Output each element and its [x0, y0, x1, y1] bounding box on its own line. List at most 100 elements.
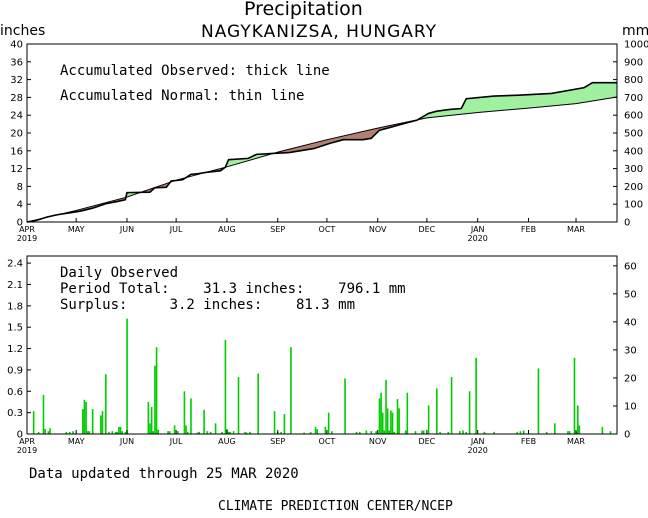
daily-bar [358, 431, 361, 434]
fill-slice [510, 95, 513, 110]
data-updated: Data updated through 25 MAR 2020 [29, 466, 299, 482]
top-ytick-label: 12 [10, 164, 23, 175]
daily-bar [427, 405, 430, 434]
daily-title: Daily Observed [60, 265, 179, 281]
fill-slice [526, 94, 529, 109]
daily-bar [450, 377, 453, 434]
fill-slice [493, 95, 496, 112]
daily-bar [86, 431, 89, 434]
fill-slice [352, 133, 355, 140]
top-y2tick-label: 800 [624, 75, 643, 86]
fill-slice [516, 94, 519, 110]
fill-slice [531, 94, 534, 108]
top-ytick-label: 16 [10, 146, 23, 157]
top-month-label: MAR [567, 225, 585, 234]
bottom-ytick-label: 0 [17, 430, 23, 441]
top-month-label: DEC [418, 225, 435, 234]
fill-slice [554, 92, 557, 106]
daily-bar [49, 428, 51, 434]
fill-slice [502, 95, 505, 111]
daily-bar [183, 391, 186, 434]
fill-slice [595, 82, 598, 101]
bottom-ytick-label: 1.5 [7, 323, 23, 334]
daily-bar [167, 431, 169, 434]
daily-bar [47, 431, 50, 434]
daily-bar [327, 412, 330, 434]
top-ytick-label: 0 [17, 218, 23, 229]
bottom-month-label: JUL [169, 437, 183, 446]
fill-slice [575, 88, 578, 104]
daily-bar [173, 425, 176, 434]
fill-slice [367, 129, 370, 140]
top-y2tick-label: 500 [624, 129, 643, 140]
daily-bar [380, 392, 382, 434]
chart-subtitle: NAGYKANIZSA, HUNGARY [201, 22, 438, 42]
fill-slice [547, 93, 551, 107]
fill-slice [610, 82, 613, 99]
fill-slice [543, 93, 546, 107]
daily-bar [475, 357, 477, 434]
bottom-month-label: MAR [567, 437, 585, 446]
daily-bar [237, 377, 240, 434]
fill-slice [525, 94, 528, 109]
credit: CLIMATE PREDICTION CENTER/NCEP [218, 499, 453, 514]
daily-bar [554, 423, 556, 434]
top-month-label: SEP [270, 225, 285, 234]
daily-bar [149, 423, 151, 434]
daily-bar [227, 431, 230, 434]
bottom-y2tick-label: 60 [624, 261, 637, 272]
bottom-year-label: 2019 [17, 446, 37, 455]
bottom-month-label: MAY [68, 437, 85, 446]
daily-bar [124, 431, 127, 434]
top-ytick-label: 24 [10, 111, 23, 122]
top-y2tick-label: 700 [624, 93, 643, 104]
daily-bar [83, 399, 86, 434]
daily-bar [232, 431, 235, 434]
fill-slice [533, 94, 536, 108]
daily-bar [314, 426, 317, 434]
daily-bar [273, 411, 276, 434]
fill-slice [605, 82, 608, 100]
daily-bar [601, 426, 604, 434]
daily-bar [82, 409, 84, 434]
chart-title: Precipitation [244, 0, 363, 20]
top-year-label: 2019 [17, 234, 37, 243]
fill-slice [515, 95, 518, 110]
daily-bar [316, 429, 318, 434]
daily-bar [44, 429, 46, 434]
fill-slice [536, 93, 539, 108]
bottom-ytick-label: 1.8 [7, 301, 23, 312]
fill-slice [551, 92, 554, 107]
fill-slice [529, 94, 532, 109]
top-ytick-label: 32 [10, 75, 23, 86]
normal-note: Accumulated Normal: thin line [60, 88, 305, 104]
daily-bar [72, 431, 74, 434]
fill-slice [479, 97, 482, 113]
fill-slice [590, 82, 593, 102]
daily-bar [378, 398, 381, 434]
fill-slice [503, 95, 506, 111]
fill-slice [582, 87, 585, 103]
fill-slice [572, 89, 575, 105]
daily-bar [458, 431, 461, 434]
bottom-month-label: JUN [119, 437, 134, 446]
daily-bar [375, 431, 377, 434]
fill-slice [485, 96, 488, 113]
top-ytick-label: 28 [10, 93, 23, 104]
fill-slice [472, 97, 475, 114]
bottom-y2tick-label: 50 [624, 289, 637, 300]
fill-slice [482, 96, 485, 113]
daily-bar [396, 399, 399, 434]
daily-bar [421, 430, 423, 434]
fill-slice [549, 93, 552, 107]
fill-slice [546, 93, 549, 107]
fill-slice [613, 82, 616, 98]
daily-bar [537, 368, 540, 434]
fill-slice [559, 91, 562, 106]
bottom-month-label: OCT [319, 437, 336, 446]
daily-bar [185, 425, 187, 434]
fill-slice [506, 95, 510, 111]
fill-slice [500, 95, 503, 111]
daily-bar [119, 426, 122, 434]
daily-bar [186, 431, 189, 434]
